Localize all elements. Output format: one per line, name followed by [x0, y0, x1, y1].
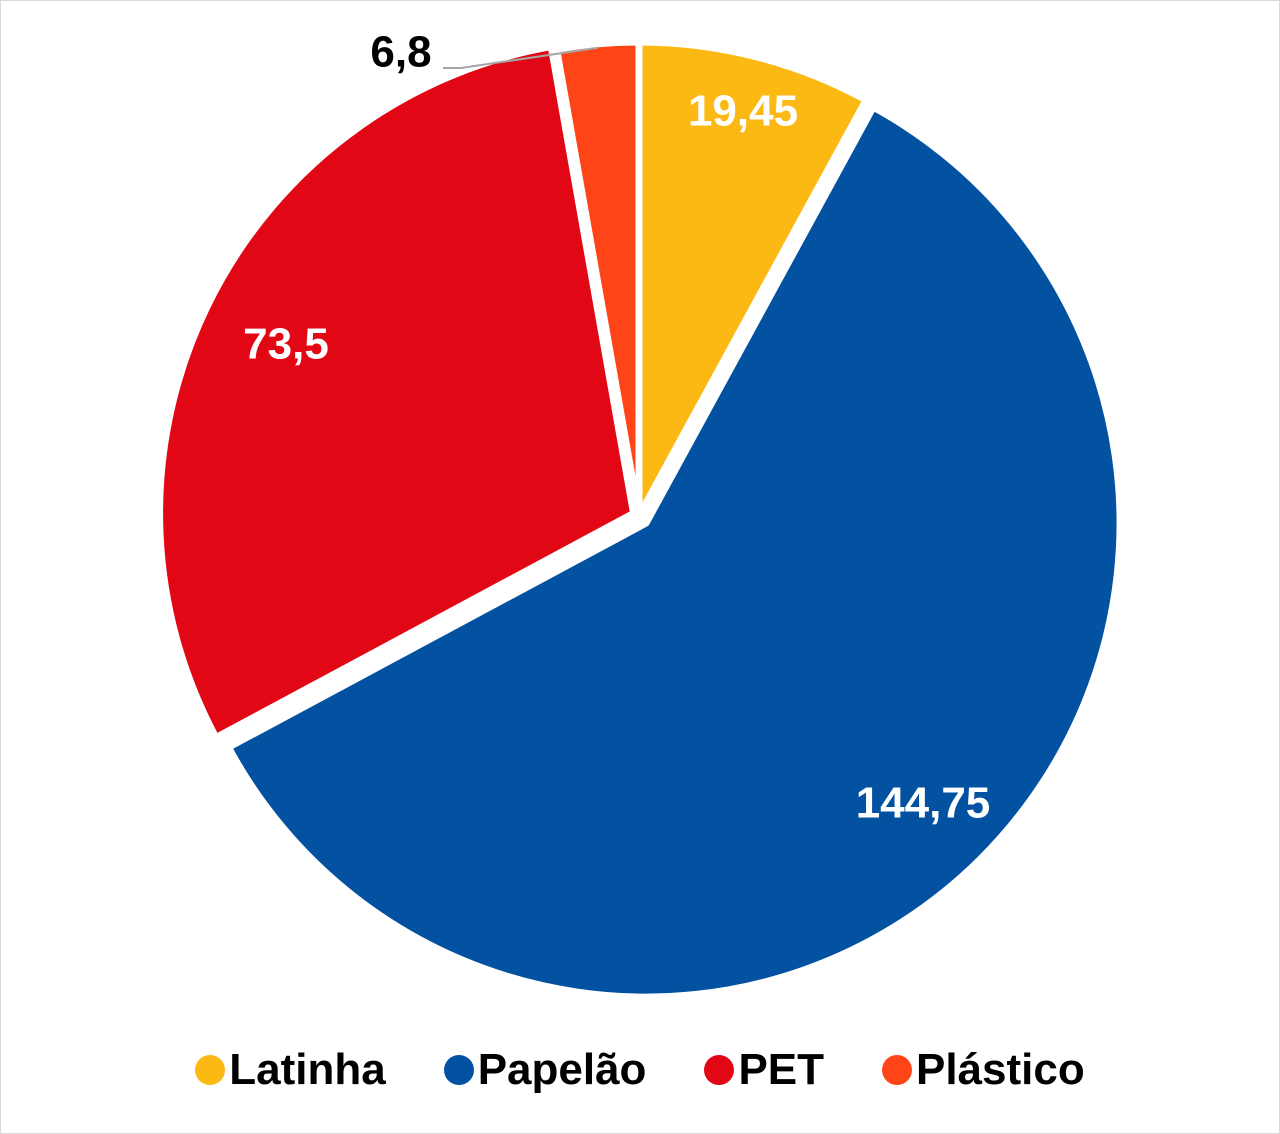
data-label-plastico: 6,8 [370, 28, 431, 77]
legend-item-papelao: Papelão [443, 1045, 647, 1094]
legend-item-pet: PET [704, 1048, 824, 1092]
legend-swatch-papelao [443, 1055, 474, 1085]
legend-item-plastico: Plástico [882, 1048, 1085, 1092]
legend-swatch-latinha [195, 1055, 226, 1085]
legend-label: Latinha [229, 1045, 386, 1094]
legend-label: Papelão [477, 1045, 647, 1094]
legend-label: PET [738, 1045, 825, 1094]
legend-swatch-pet [704, 1055, 735, 1085]
legend-label: Plástico [916, 1045, 1085, 1094]
data-labels: 19,45 144,75 73,5 6,8 [243, 28, 990, 828]
pie-slice-papelao [224, 103, 1124, 1001]
legend: Latinha Papelão PET Plástico [0, 1040, 1280, 1100]
leader-line-plastico [443, 46, 599, 69]
pie-slice-latinha [635, 38, 870, 520]
data-label-papelao: 144,75 [856, 779, 991, 828]
legend-swatch-plastico [882, 1055, 913, 1085]
data-label-latinha: 19,45 [688, 87, 798, 136]
data-label-pet: 73,5 [243, 320, 329, 369]
pie-slice-plastico [553, 38, 643, 520]
pie-slice-pet [156, 43, 638, 742]
pie-slices [156, 38, 1124, 1001]
legend-item-latinha: Latinha [195, 1045, 386, 1094]
